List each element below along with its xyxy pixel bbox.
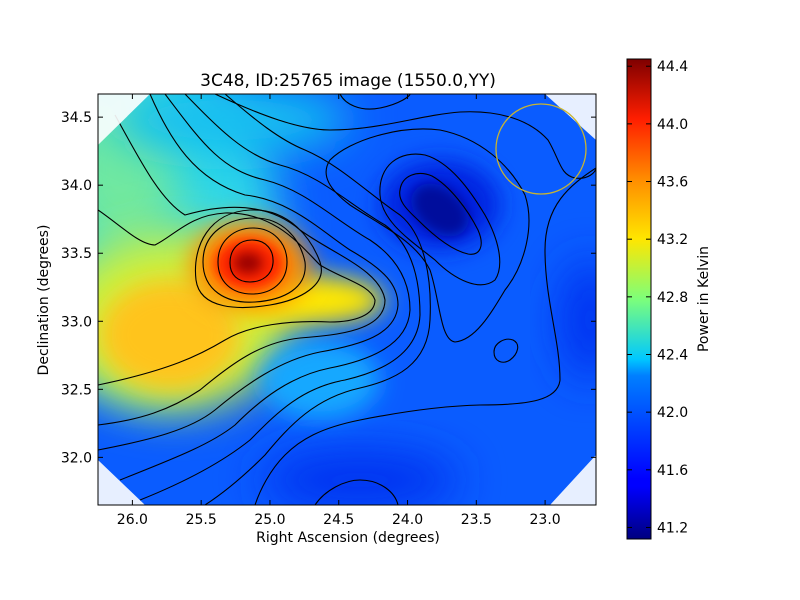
heatmap-area xyxy=(97,93,597,506)
colorbar-tick-label: 44.4 xyxy=(657,59,688,75)
y-axis-label: Declination (degrees) xyxy=(36,225,52,376)
colorbar-tick-label: 41.2 xyxy=(657,520,688,536)
colorbar-tick-label: 43.2 xyxy=(657,232,688,248)
colorbar-tick-label: 41.6 xyxy=(657,463,688,479)
x-tick-label: 25.0 xyxy=(254,512,285,528)
y-axis-ticks: 32.0 32.5 33.0 33.5 34.0 34.5 xyxy=(61,110,596,466)
colorbar-gradient xyxy=(626,58,652,540)
beam-circle xyxy=(495,103,587,195)
y-tick-label: 33.5 xyxy=(61,246,92,262)
corner-masks xyxy=(98,94,596,505)
heatmap-image xyxy=(98,94,596,505)
y-tick-label: 34.0 xyxy=(61,178,92,194)
colorbar-tick-label: 42.4 xyxy=(657,347,688,363)
x-tick-label: 24.5 xyxy=(323,512,354,528)
colorbar-ticks: 41.2 41.6 42.0 42.4 42.8 43.2 43.6 44.0 44.4 xyxy=(627,59,688,536)
colorbar-label: Power in Kelvin xyxy=(696,246,712,352)
x-tick-label: 23.5 xyxy=(461,512,492,528)
colorbar-tick-label: 42.0 xyxy=(657,405,688,421)
colorbar-tick-label: 43.6 xyxy=(657,175,688,191)
x-tick-label: 26.0 xyxy=(117,512,148,528)
y-tick-label: 34.5 xyxy=(61,110,92,126)
chart-title: 3C48, ID:25765 image (1550.0,YY) xyxy=(200,71,496,91)
x-tick-label: 25.5 xyxy=(186,512,217,528)
x-tick-label: 23.0 xyxy=(530,512,561,528)
colorbar-tick-label: 44.0 xyxy=(657,117,688,133)
y-tick-label: 32.5 xyxy=(61,382,92,398)
y-tick-label: 32.0 xyxy=(61,450,92,466)
y-tick-label: 33.0 xyxy=(61,314,92,330)
x-axis-ticks: 26.0 25.5 25.0 24.5 24.0 23.5 23.0 xyxy=(117,94,561,528)
x-tick-label: 24.0 xyxy=(392,512,423,528)
colorbar-tick-label: 42.8 xyxy=(657,290,688,306)
x-axis-label: Right Ascension (degrees) xyxy=(256,530,440,546)
colorbar: 41.2 41.6 42.0 42.4 42.8 43.2 43.6 44.0 44.4 Pow… xyxy=(626,58,712,540)
plot-frame xyxy=(97,93,597,506)
